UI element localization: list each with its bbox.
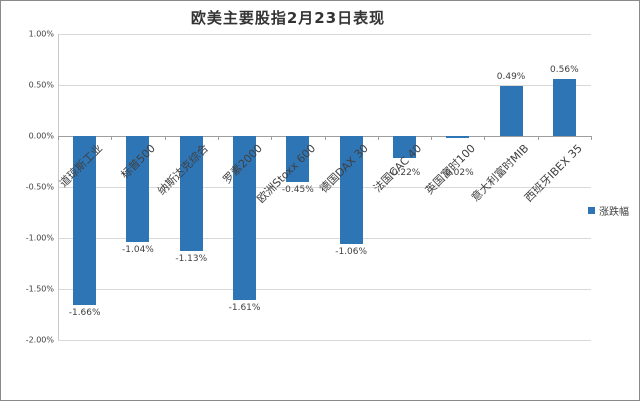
category-axis-tick xyxy=(271,136,273,140)
bar xyxy=(126,136,150,243)
y-axis-tick-label: 0.50% xyxy=(28,80,54,90)
gridline xyxy=(58,85,591,86)
bar xyxy=(179,136,203,252)
data-label: -1.13% xyxy=(175,254,208,265)
chart-title: 欧美主要股指2月23日表现 xyxy=(190,9,386,27)
data-label: 0.56% xyxy=(550,64,579,75)
data-label: -1.61% xyxy=(228,303,261,314)
category-axis-tick xyxy=(591,136,592,140)
data-label: -1.06% xyxy=(335,247,368,258)
bar xyxy=(233,136,257,301)
legend-marker-icon xyxy=(588,207,595,214)
data-label: -1.04% xyxy=(122,245,154,256)
bar xyxy=(552,78,576,136)
y-axis-tick-label: -0.50% xyxy=(25,182,54,192)
category-axis-tick xyxy=(217,136,219,140)
category-axis-tick xyxy=(111,136,113,140)
data-label: -0.45% xyxy=(281,184,314,195)
y-axis-tick-label: 0.00% xyxy=(28,131,54,141)
gridline xyxy=(58,34,591,35)
bar xyxy=(339,136,363,245)
bar xyxy=(73,136,97,306)
data-label: -0.22% xyxy=(388,168,421,178)
data-label: -1.66% xyxy=(68,308,101,319)
gridline xyxy=(58,187,591,188)
category-axis-tick xyxy=(431,136,433,140)
category-axis-tick xyxy=(324,136,326,140)
gridline xyxy=(58,238,591,239)
bar xyxy=(286,136,310,182)
y-axis-line xyxy=(58,34,59,340)
bar xyxy=(392,136,416,159)
y-axis-tick-label: 1.00% xyxy=(28,29,54,39)
category-axis-tick xyxy=(377,136,379,140)
category-axis-tick xyxy=(537,136,539,140)
legend: 涨跌幅 xyxy=(588,203,629,218)
category-axis-tick xyxy=(164,136,166,140)
legend-label: 涨跌幅 xyxy=(599,207,629,218)
y-axis-tick-label: -2.00% xyxy=(25,335,54,345)
gridline xyxy=(58,289,591,290)
data-label: -0.02% xyxy=(441,168,474,178)
data-label: 0.49% xyxy=(496,72,526,83)
gridline xyxy=(58,340,591,341)
category-axis-tick xyxy=(484,136,486,140)
bar xyxy=(446,136,470,139)
y-axis-tick-label: -1.00% xyxy=(25,233,54,243)
y-axis-tick-label: -1.50% xyxy=(25,284,54,294)
bar xyxy=(499,86,523,136)
category-axis-tick xyxy=(58,136,59,140)
